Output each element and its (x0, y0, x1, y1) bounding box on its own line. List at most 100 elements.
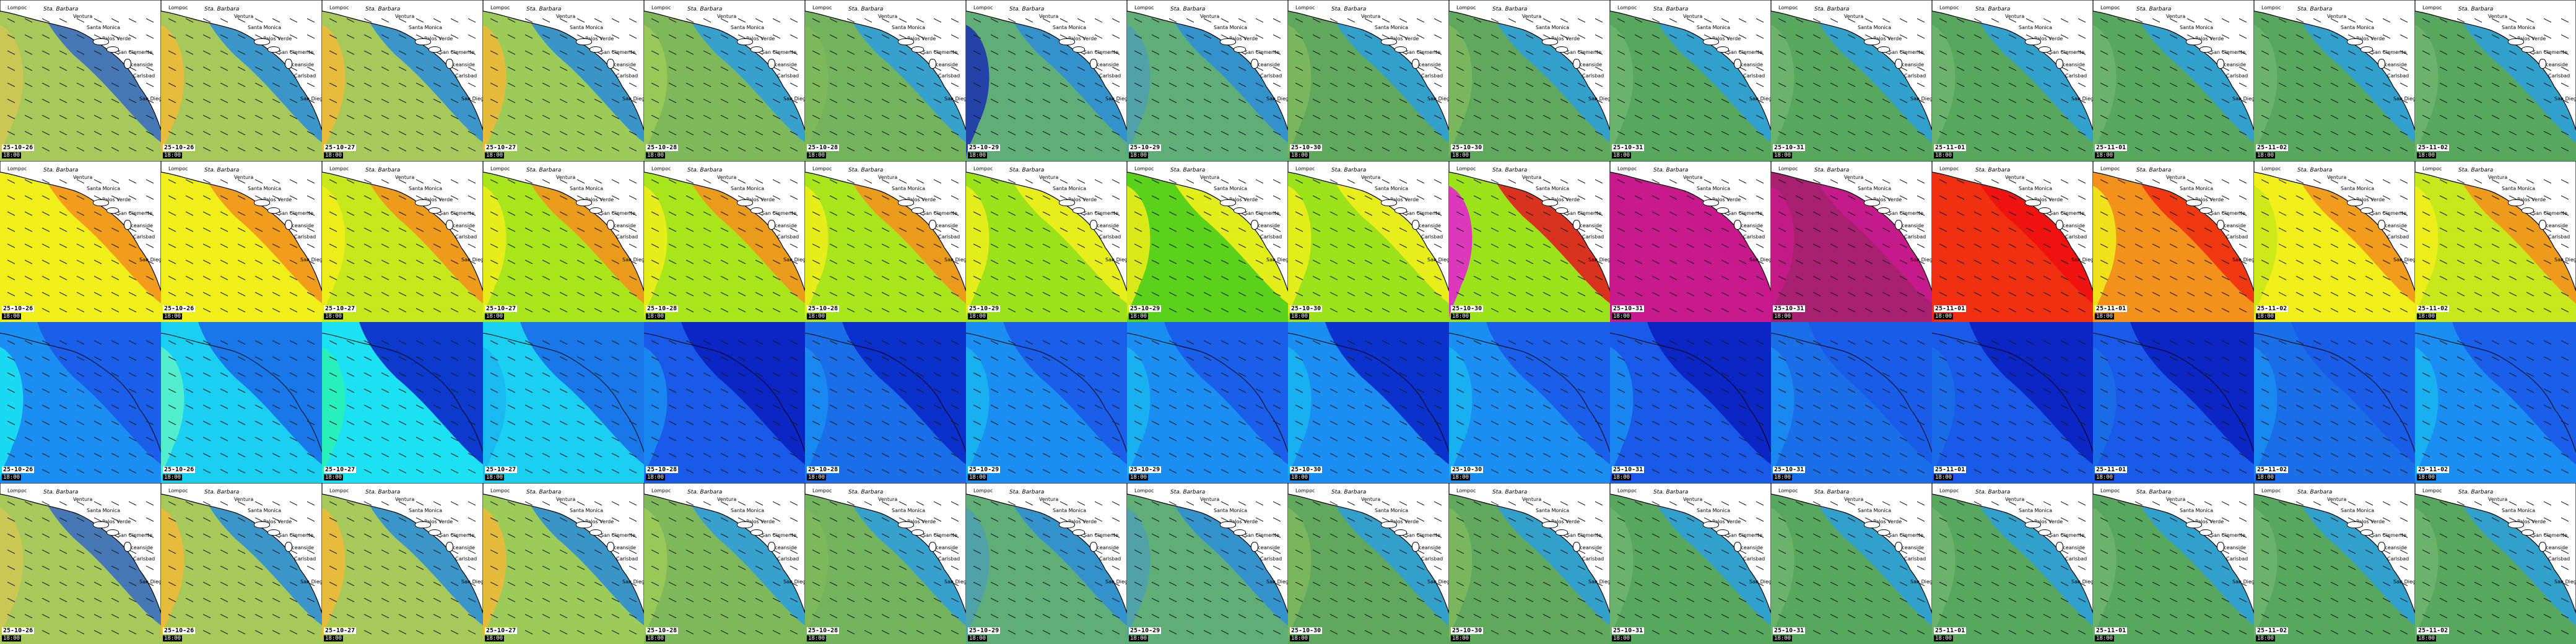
direction-arrow (1651, 453, 1660, 458)
direction-arrow (1295, 115, 1303, 120)
direction-arrow (1617, 372, 1625, 377)
direction-arrow (2509, 115, 2517, 120)
island (2025, 38, 2041, 45)
direction-arrow (381, 82, 389, 87)
direction-arrow (1795, 259, 1804, 264)
direction-arrow (1025, 82, 1033, 87)
contour-region (966, 25, 990, 161)
direction-arrow (1634, 437, 1643, 442)
direction-arrow (398, 501, 407, 506)
direction-arrow (1917, 179, 1925, 184)
direction-arrow (542, 549, 550, 554)
direction-arrow (1329, 453, 1338, 458)
direction-arrow (450, 115, 459, 120)
island (254, 38, 270, 45)
direction-arrow (2543, 34, 2552, 39)
direction-arrow (168, 388, 176, 393)
direction-arrow (307, 453, 315, 458)
direction-arrow (2474, 356, 2482, 361)
direction-arrow (899, 227, 907, 232)
direction-arrow (2509, 420, 2517, 425)
direction-arrow (2278, 372, 2287, 377)
direction-arrow (255, 211, 263, 216)
island (1703, 38, 1719, 45)
direction-arrow (433, 517, 442, 522)
island (576, 38, 592, 45)
direction-arrow (490, 453, 498, 458)
direction-arrow (1847, 308, 1856, 313)
direction-arrow (1651, 356, 1660, 361)
direction-arrow (2313, 259, 2321, 264)
direction-arrow (933, 308, 942, 313)
direction-arrow (2026, 179, 2034, 184)
direction-arrow (2509, 308, 2517, 313)
direction-arrow (542, 372, 550, 377)
direction-arrow (542, 227, 550, 232)
direction-arrow (1382, 82, 1390, 87)
direction-arrow (881, 66, 890, 71)
direction-arrow (1738, 98, 1747, 103)
direction-arrow (1399, 469, 1408, 474)
direction-arrow (2008, 50, 2017, 55)
direction-arrow (899, 18, 907, 23)
direction-arrow (2169, 18, 2178, 23)
map-panel-wind-speed: 25-11-01 18:00 (1932, 322, 2093, 483)
direction-arrow (2422, 276, 2430, 281)
direction-arrow (168, 340, 176, 345)
direction-arrow (1416, 437, 1425, 442)
direction-arrow (416, 356, 424, 361)
direction-arrow (1508, 404, 1516, 409)
direction-arrow (2239, 131, 2247, 136)
direction-arrow (2400, 259, 2408, 264)
direction-arrow (790, 66, 798, 71)
direction-arrow (1060, 227, 1068, 232)
direction-arrow (1434, 340, 1442, 345)
direction-arrow (1738, 453, 1747, 458)
direction-arrow (1112, 195, 1120, 200)
direction-arrow (1847, 469, 1856, 474)
direction-arrow (1295, 259, 1303, 264)
place-label: San Diego (2393, 96, 2415, 102)
direction-arrow (450, 195, 459, 200)
direction-arrow (433, 195, 442, 200)
direction-arrow (611, 292, 620, 297)
direction-arrow (1273, 227, 1281, 232)
direction-arrow (289, 131, 298, 136)
direction-arrow (433, 179, 442, 184)
direction-arrow (2078, 437, 2086, 442)
direction-arrow (381, 227, 389, 232)
direction-arrow (1865, 115, 1873, 120)
place-label: Santa Monica (1697, 25, 1731, 30)
direction-arrow (1238, 292, 1247, 297)
island (1395, 46, 1407, 53)
direction-arrow (629, 292, 637, 297)
direction-arrow (2152, 276, 2160, 281)
coastline (2254, 333, 2415, 453)
island (1864, 38, 1880, 45)
direction-arrow (2561, 82, 2569, 87)
direction-arrow (594, 469, 603, 474)
direction-arrow (629, 259, 637, 264)
direction-arrow (1865, 147, 1873, 152)
direction-arrow (1634, 66, 1643, 71)
direction-arrow (1168, 420, 1177, 425)
direction-arrow (1778, 211, 1786, 216)
direction-arrow (2221, 372, 2230, 377)
direction-arrow (2526, 131, 2535, 136)
direction-arrow (1295, 340, 1303, 345)
direction-arrow (1847, 115, 1856, 120)
direction-arrow (2313, 356, 2321, 361)
direction-arrow (703, 115, 711, 120)
direction-arrow (577, 453, 585, 458)
direction-arrow (1364, 243, 1373, 248)
direction-arrow (2187, 131, 2195, 136)
direction-arrow (916, 115, 925, 120)
place-label: Lompoc (1939, 166, 1959, 172)
direction-arrow (24, 276, 33, 281)
direction-arrow (433, 115, 442, 120)
direction-arrow (2100, 388, 2108, 393)
direction-arrow (24, 581, 33, 586)
direction-arrow (272, 34, 281, 39)
direction-arrow (611, 259, 620, 264)
direction-arrow (1617, 404, 1625, 409)
